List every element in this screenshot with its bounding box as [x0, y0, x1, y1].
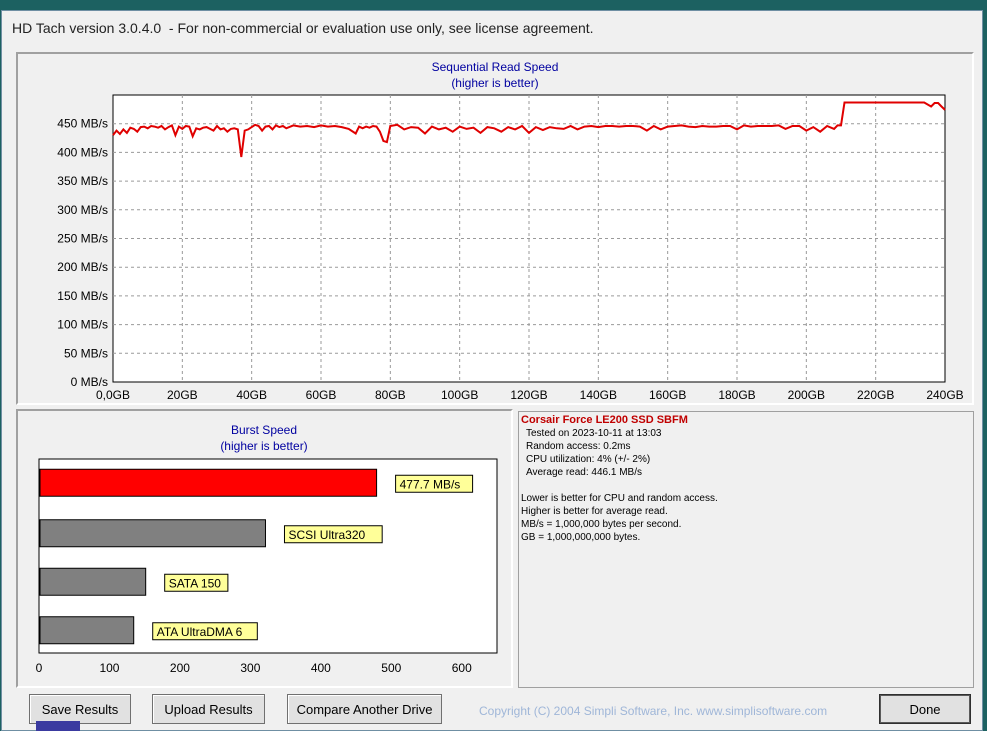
- done-button[interactable]: Done: [879, 694, 971, 724]
- seq-x-tick-label: 200GB: [788, 388, 825, 402]
- seq-x-tick-label: 180GB: [718, 388, 755, 402]
- seq-x-tick-label: 140GB: [580, 388, 617, 402]
- copyright-text: Copyright (C) 2004 Simpli Software, Inc.…: [479, 704, 828, 718]
- reference-bar: [39, 519, 266, 548]
- burst-x-tick-label: 400: [311, 661, 331, 675]
- seq-read-series-line: [112, 101, 946, 158]
- seq-x-tick-label: 60GB: [306, 388, 337, 402]
- reference-bar: [39, 616, 135, 645]
- seq-y-tick-label: 50 MB/s: [64, 346, 108, 360]
- burst-x-axis: 0 100 200 300 400 500 600: [36, 661, 472, 675]
- note-average: Higher is better for average read.: [521, 506, 668, 517]
- seq-x-tick-label: 20GB: [167, 388, 198, 402]
- burst-chart-title: Burst Speed: [231, 423, 297, 437]
- bar-label: SATA 150: [169, 576, 222, 590]
- seq-x-tick-label: 100GB: [441, 388, 478, 402]
- seq-x-tick-label: 160GB: [649, 388, 686, 402]
- seq-y-tick-label: 150 MB/s: [57, 289, 108, 303]
- bar-label: SCSI Ultra320: [288, 528, 365, 542]
- note-mbs: MB/s = 1,000,000 bytes per second.: [521, 519, 682, 530]
- test-date: Tested on 2023-10-11 at 13:03: [526, 428, 662, 439]
- note-gb: GB = 1,000,000,000 bytes.: [521, 532, 641, 543]
- upload-results-button[interactable]: Upload Results: [152, 694, 265, 724]
- results-info-panel: Corsair Force LE200 SSD SBFM Tested on 2…: [518, 411, 974, 688]
- seq-x-tick-label: 240GB: [926, 388, 963, 402]
- hdtach-window: HD Tach version 3.0.4.0 - For non-commer…: [1, 10, 983, 731]
- seq-y-axis: 0 MB/s 50 MB/s 100 MB/s 150 MB/s 200 MB/s 250…: [57, 117, 108, 389]
- sequential-read-panel: Sequential Read Speed (higher is better)…: [16, 52, 974, 405]
- seq-y-tick-label: 450 MB/s: [57, 117, 108, 131]
- seq-chart-title: Sequential Read Speed: [432, 60, 559, 74]
- burst-x-tick-label: 200: [170, 661, 190, 675]
- burst-x-tick-label: 500: [381, 661, 401, 675]
- seq-x-tick-label: 0,0GB: [96, 388, 130, 402]
- done-label: Done: [909, 701, 941, 717]
- burst-bars: 477.7 MB/s SCSI Ultra320 SATA 150 ATA Ultra…: [39, 468, 474, 645]
- seq-x-tick-label: 120GB: [510, 388, 547, 402]
- seq-x-tick-label: 80GB: [375, 388, 406, 402]
- burst-x-tick-label: 100: [99, 661, 119, 675]
- save-results-button[interactable]: Save Results: [29, 694, 131, 724]
- burst-x-tick-label: 0: [36, 661, 43, 675]
- seq-y-tick-label: 200 MB/s: [57, 260, 108, 274]
- seq-y-tick-label: 250 MB/s: [57, 232, 108, 246]
- burst-x-tick-label: 600: [452, 661, 472, 675]
- reference-bar: [39, 567, 147, 596]
- title-bar: HD Tach version 3.0.4.0 - For non-commer…: [2, 11, 982, 45]
- seq-y-tick-label: 0 MB/s: [71, 375, 108, 389]
- bar-label-box: [283, 525, 383, 544]
- drive-name: Corsair Force LE200 SSD SBFM: [521, 414, 688, 426]
- seq-y-tick-label: 100 MB/s: [57, 318, 108, 332]
- seq-grid: [113, 95, 945, 382]
- random-access: Random access: 0.2ms: [526, 441, 631, 452]
- compare-drive-label: Compare Another Drive: [296, 701, 433, 717]
- window-title: HD Tach version 3.0.4.0 - For non-commer…: [12, 20, 594, 36]
- seq-x-tick-label: 40GB: [236, 388, 267, 402]
- bar-label: ATA UltraDMA 6: [157, 625, 243, 639]
- seq-y-tick-label: 350 MB/s: [57, 174, 108, 188]
- burst-x-tick-label: 300: [240, 661, 260, 675]
- burst-speed-panel: Burst Speed (higher is better) 477.7 MB/…: [16, 409, 513, 688]
- sequential-read-chart: Sequential Read Speed (higher is better)…: [57, 60, 964, 402]
- burst-chart-subtitle: (higher is better): [220, 439, 307, 453]
- seq-y-tick-label: 300 MB/s: [57, 203, 108, 217]
- compare-drive-button[interactable]: Compare Another Drive: [287, 694, 442, 724]
- seq-x-axis: 0,0GB 20GB 40GB 60GB 80GB 100GB 120GB 140GB 160G…: [96, 388, 964, 402]
- bar-label-box: [395, 474, 474, 493]
- note-cpu: Lower is better for CPU and random acces…: [521, 493, 718, 504]
- average-read: Average read: 446.1 MB/s: [526, 467, 642, 478]
- tested-drive-bar: [39, 468, 378, 497]
- bar-label-box: [152, 622, 258, 641]
- seq-x-tick-label: 220GB: [857, 388, 894, 402]
- taskbar-fragment: [36, 721, 80, 731]
- bar-label: 477.7 MB/s: [400, 477, 461, 491]
- cpu-utilization: CPU utilization: 4% (+/- 2%): [526, 454, 651, 465]
- seq-chart-subtitle: (higher is better): [451, 76, 538, 90]
- bar-label-box: [164, 573, 229, 592]
- seq-y-tick-label: 400 MB/s: [57, 145, 108, 159]
- upload-results-label: Upload Results: [164, 701, 253, 717]
- burst-speed-chart: Burst Speed (higher is better) 477.7 MB/…: [36, 423, 498, 675]
- save-results-label: Save Results: [41, 701, 119, 717]
